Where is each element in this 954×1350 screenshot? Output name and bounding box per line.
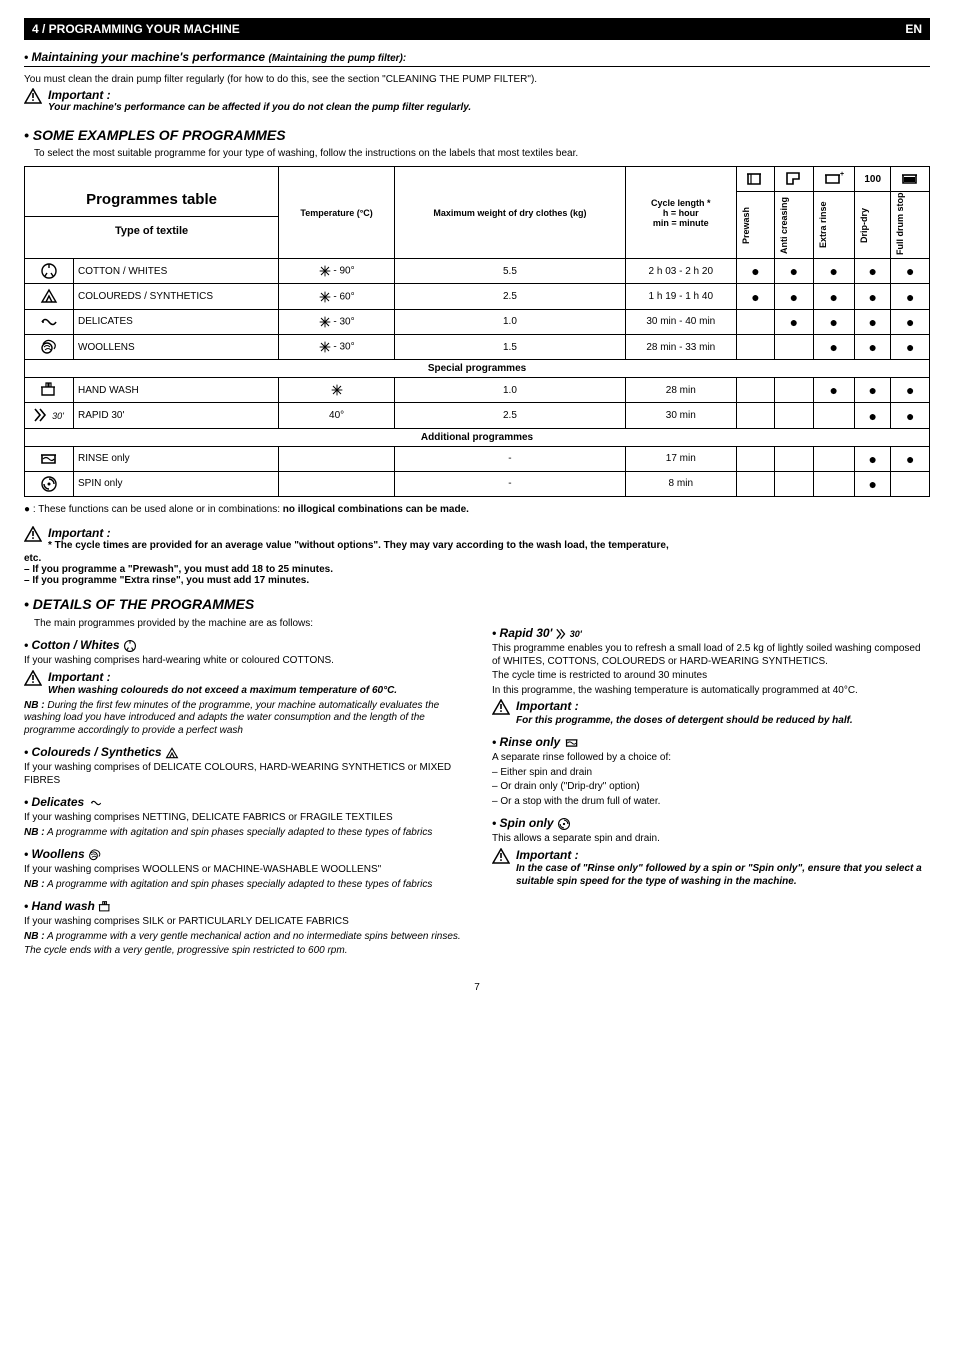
imp2-text: Important : * The cycle times are provid… — [48, 526, 669, 551]
type-label: Type of textile — [29, 225, 274, 237]
rapid-b3: In this programme, the washing temperatu… — [492, 685, 930, 698]
func-note: ● : These functions can be used alone or… — [24, 503, 930, 516]
coloureds-body: If your washing comprises of DELICATE CO… — [24, 762, 462, 787]
vh-fulldrum: Full drum stop — [891, 192, 930, 259]
table-title: Programmes table Type of textile — [25, 167, 279, 259]
spin-icon — [557, 817, 571, 831]
page-number: 7 — [24, 982, 930, 993]
table-title-text: Programmes table — [25, 185, 278, 217]
details-intro: The main programmes provided by the mach… — [34, 618, 462, 631]
vh-extra: Extra rinse — [813, 192, 854, 259]
head-icon-extrarinse — [813, 167, 854, 192]
warning-icon — [24, 526, 42, 542]
rapid-b2: The cycle time is restricted to around 3… — [492, 670, 930, 683]
rinse-title: • Rinse only — [492, 735, 930, 750]
warning-important: Important : — [48, 88, 471, 102]
head-100: 100 — [854, 167, 891, 192]
col-maxweight: Maximum weight of dry clothes (kg) — [395, 167, 626, 259]
handwash-nb2: The cycle ends with a very gentle, progr… — [24, 945, 462, 958]
divider — [24, 66, 930, 67]
table-row: DELICATES - 30° 1.0 30 min - 40 min ●●●● — [25, 309, 930, 334]
rapid-title: • Rapid 30' 30' — [492, 626, 930, 641]
woollens-body: If your washing comprises WOOLLENS or MA… — [24, 864, 462, 877]
maint-warning: Important : Your machine's performance c… — [24, 88, 930, 113]
delicates-icon — [88, 797, 104, 809]
table-row: WOOLLENS - 30° 1.5 28 min - 33 min ●●● — [25, 334, 930, 359]
vh-anti: Anti creasing — [775, 192, 813, 259]
rinse-icon — [564, 736, 580, 750]
maint-title-text: • Maintaining your machine's performance — [24, 50, 265, 64]
woollens-icon — [88, 848, 102, 862]
table-row: COTTON / WHITES - 90° 5.5 2 h 03 - 2 h 2… — [25, 259, 930, 284]
details-title: • DETAILS OF THE PROGRAMMES — [24, 596, 462, 614]
head-icon-fulldrum — [891, 167, 930, 192]
examples-body: To select the most suitable programme fo… — [34, 147, 930, 160]
rinse-b4: – Or a stop with the drum full of water. — [492, 796, 930, 809]
special-header: Special programmes — [25, 360, 930, 378]
cotton-title: • Cotton / Whites — [24, 638, 462, 653]
delicates-title: • Delicates — [24, 795, 462, 810]
synthetics-icon — [165, 746, 179, 760]
right-column: • Rapid 30' 30' This programme enables y… — [492, 596, 930, 960]
table-row: SPIN only - 8 min ● — [25, 471, 930, 496]
woollens-title: • Woollens — [24, 847, 462, 862]
maint-title: • Maintaining your machine's performance… — [24, 50, 930, 64]
rinse-b2: – Either spin and drain — [492, 767, 930, 780]
delicates-body: If your washing comprises NETTING, DELIC… — [24, 812, 462, 825]
coloureds-title: • Coloureds / Synthetics — [24, 745, 462, 760]
handwash-nb: NB : A programme with a very gentle mech… — [24, 931, 462, 944]
cotton-icon — [123, 639, 137, 653]
additional-header: Additional programmes — [25, 428, 930, 446]
delicates-nb: NB : A programme with agitation and spin… — [24, 827, 462, 840]
head-icon-prewash — [736, 167, 774, 192]
rinse-b3: – Or drain only ("Drip-dry" option) — [492, 781, 930, 794]
imp2-title: Important : — [48, 526, 111, 540]
header-bar: 4 / PROGRAMMING YOUR MACHINE EN — [24, 18, 930, 40]
header-right: EN — [905, 22, 922, 36]
imp2-l3: – If you programme "Extra rinse", you mu… — [24, 575, 930, 586]
handwash-title: • Hand wash — [24, 899, 462, 914]
left-column: • DETAILS OF THE PROGRAMMES The main pro… — [24, 596, 462, 960]
imp2-l1: * The cycle times are provided for an av… — [48, 540, 669, 551]
cotton-nb: NB : During the first few minutes of the… — [24, 700, 462, 738]
header-left: 4 / PROGRAMMING YOUR MACHINE — [32, 22, 240, 36]
maint-subtitle: (Maintaining the pump filter): — [268, 53, 406, 64]
table-row: HAND WASH 1.0 28 min ●●● — [25, 378, 930, 403]
table-header-row-1: Programmes table Type of textile Tempera… — [25, 167, 930, 192]
warning-icon — [492, 699, 510, 715]
spin-title: • Spin only — [492, 816, 930, 831]
imp2-l2: – If you programme a "Prewash", you must… — [24, 564, 930, 575]
maint-body: You must clean the drain pump filter reg… — [24, 73, 930, 86]
imp2-block: Important : * The cycle times are provid… — [24, 526, 930, 551]
table-row: 30' RAPID 30' 40° 2.5 30 min ●● — [25, 403, 930, 428]
rapid-b1: This programme enables you to refresh a … — [492, 643, 930, 668]
examples-title: • SOME EXAMPLES OF PROGRAMMES — [24, 127, 930, 143]
vh-prewash: Prewash — [736, 192, 774, 259]
vh-drip: Drip-dry — [854, 192, 891, 259]
warning-body: Your machine's performance can be affect… — [48, 102, 471, 113]
handwash-body: If your washing comprises SILK or PARTIC… — [24, 916, 462, 929]
warning-icon — [492, 848, 510, 864]
cotton-body: If your washing comprises hard-wearing w… — [24, 655, 462, 668]
table-row: COLOUREDS / SYNTHETICS - 60° 2.5 1 h 19 … — [25, 284, 930, 309]
head-icon-anti — [775, 167, 813, 192]
spin-body: This allows a separate spin and drain. — [492, 833, 930, 846]
col-cycle: Cycle length * h = hour min = minute — [625, 167, 736, 259]
imp2-etc: etc. — [24, 553, 930, 564]
handwash-icon — [98, 900, 112, 914]
rapid-icon — [556, 627, 570, 641]
col-temp: Temperature (°C) — [279, 167, 395, 259]
rapid-warn: Important : For this programme, the dose… — [492, 699, 930, 727]
table-row: RINSE only - 17 min ●● — [25, 446, 930, 471]
spin-warn: Important : In the case of "Rinse only" … — [492, 848, 930, 889]
cotton-warn: Important : When washing coloureds do no… — [24, 670, 462, 698]
programmes-table: Programmes table Type of textile Tempera… — [24, 166, 930, 497]
warning-icon — [24, 670, 42, 686]
warning-text: Important : Your machine's performance c… — [48, 88, 471, 113]
rinse-b1: A separate rinse followed by a choice of… — [492, 752, 930, 765]
warning-icon — [24, 88, 42, 104]
woollens-nb: NB : A programme with agitation and spin… — [24, 879, 462, 892]
